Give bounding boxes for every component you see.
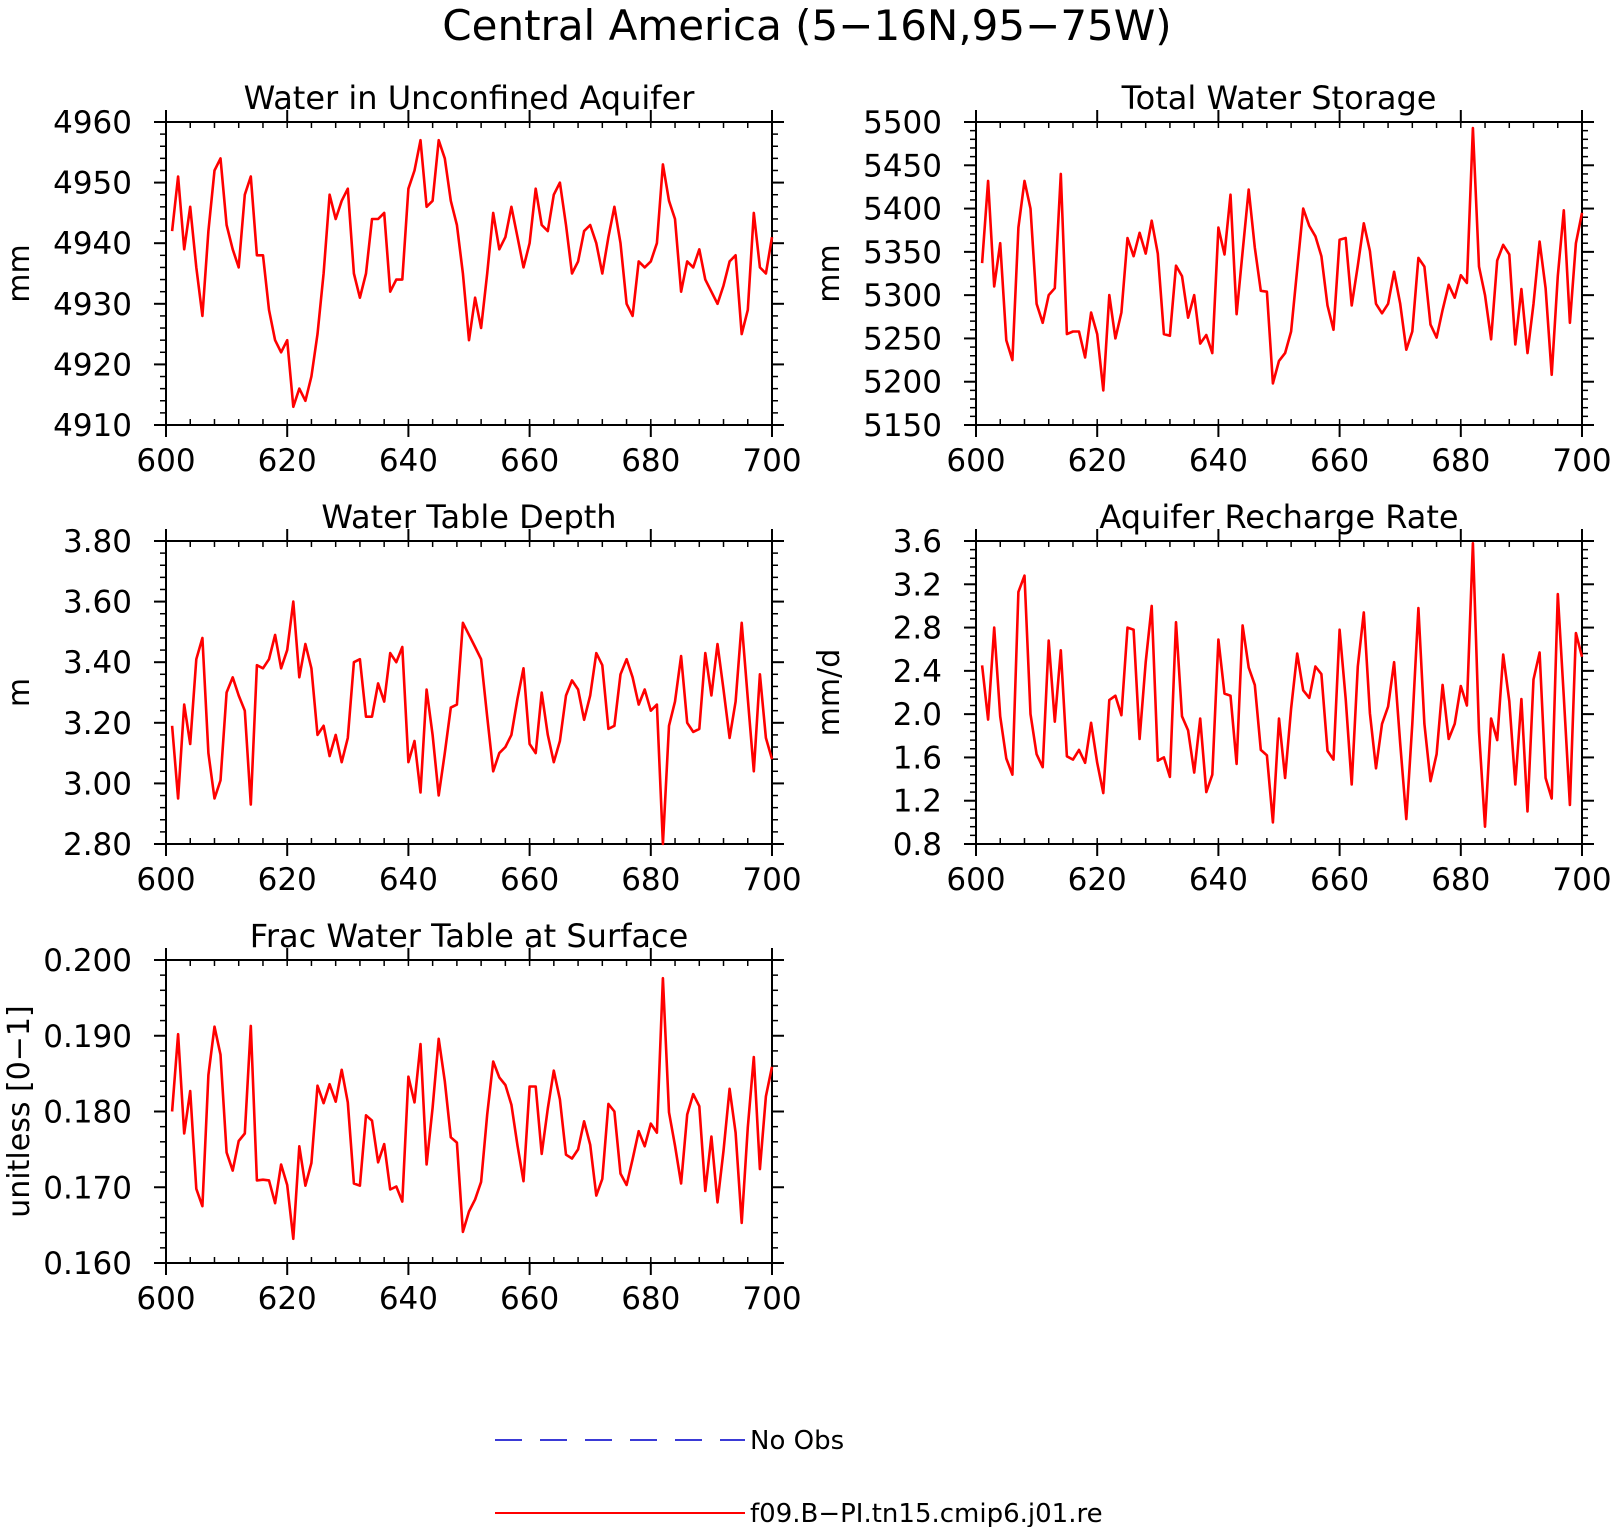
panel-4: Aquifer Recharge Rate 600 620 640 660 680 700 0… — [812, 498, 1612, 898]
y-axis-label: mm — [812, 244, 847, 302]
series-line — [170, 976, 774, 1241]
y-tick-label: 0.160 — [43, 1246, 132, 1282]
x-tick-label: 660 — [1310, 862, 1369, 898]
panel-title: Total Water Storage — [1121, 79, 1437, 117]
y-tick-label: 4920 — [53, 347, 132, 383]
y-tick-label: 5350 — [863, 235, 942, 271]
x-tick-label: 620 — [258, 1281, 317, 1317]
y-tick-label: 3.00 — [63, 766, 132, 802]
x-tick-label: 660 — [500, 443, 559, 479]
y-tick-label: 3.6 — [893, 524, 942, 560]
y-tick-label: 0.180 — [43, 1095, 132, 1131]
series-line — [980, 126, 1584, 392]
plot-frame — [165, 540, 773, 845]
x-tick-label: 600 — [136, 443, 195, 479]
x-tick-label: 700 — [1552, 443, 1611, 479]
y-axis-label: m — [2, 678, 37, 707]
x-tick-label: 620 — [258, 443, 317, 479]
y-axis-label: unitless [0−1] — [2, 1005, 37, 1217]
panel-1: Water in Unconfined Aquifer 600 620 640 660 6… — [2, 79, 802, 479]
y-tick-label: 1.2 — [893, 784, 942, 820]
x-tick-label: 700 — [1552, 862, 1611, 898]
x-tick-label: 680 — [621, 862, 680, 898]
x-tick-label: 680 — [1431, 443, 1490, 479]
x-tick-label: 680 — [1431, 862, 1490, 898]
legend: No Obs f09.B−PI.tn15.cmip6.j01.re — [495, 1426, 1103, 1527]
x-tick-label: 660 — [1310, 443, 1369, 479]
y-tick-label: 0.190 — [43, 1019, 132, 1055]
y-tick-label: 5450 — [863, 148, 942, 184]
x-tick-label: 620 — [1068, 862, 1127, 898]
y-tick-label: 2.4 — [893, 654, 942, 690]
panel-title: Frac Water Table at Surface — [250, 917, 689, 955]
y-tick-label: 3.20 — [63, 706, 132, 742]
y-tick-label: 0.200 — [43, 943, 132, 979]
y-tick-label: 3.60 — [63, 585, 132, 621]
panel-5: Frac Water Table at Surface 600 620 640 660 6… — [2, 917, 802, 1317]
x-tick-label: 620 — [258, 862, 317, 898]
y-axis-label: mm/d — [812, 649, 847, 737]
x-tick-label: 600 — [946, 862, 1005, 898]
legend-label: No Obs — [750, 1426, 844, 1456]
y-tick-label: 3.2 — [893, 567, 942, 603]
x-tick-label: 600 — [136, 1281, 195, 1317]
x-tick-label: 640 — [379, 443, 438, 479]
y-tick-label: 1.6 — [893, 740, 942, 776]
panel-2: Total Water Storage 600 620 640 660 680 700 515… — [812, 79, 1612, 479]
series-line — [170, 600, 774, 846]
x-tick-label: 660 — [500, 862, 559, 898]
y-tick-label: 4960 — [53, 105, 132, 141]
y-tick-label: 3.40 — [63, 645, 132, 681]
x-tick-label: 680 — [621, 443, 680, 479]
legend-label: f09.B−PI.tn15.cmip6.j01.re — [750, 1499, 1103, 1527]
y-tick-label: 5200 — [863, 365, 942, 401]
y-tick-label: 5500 — [863, 105, 942, 141]
panel-title: Aquifer Recharge Rate — [1099, 498, 1458, 536]
legend-entry-no-obs: No Obs — [495, 1426, 844, 1456]
x-tick-label: 640 — [379, 862, 438, 898]
y-axis-label: mm — [2, 244, 37, 302]
figure-title: Central America (5−16N,95−75W) — [442, 1, 1171, 50]
plot-frame — [975, 540, 1583, 845]
x-tick-label: 700 — [742, 862, 801, 898]
y-tick-label: 2.0 — [893, 697, 942, 733]
y-tick-label: 5250 — [863, 321, 942, 357]
y-tick-label: 2.8 — [893, 611, 942, 647]
y-tick-label: 5300 — [863, 278, 942, 314]
x-tick-label: 600 — [946, 443, 1005, 479]
x-tick-label: 640 — [1189, 443, 1248, 479]
series-line — [980, 541, 1584, 829]
y-tick-label: 4930 — [53, 287, 132, 323]
panel-title: Water in Unconfined Aquifer — [244, 79, 696, 117]
y-tick-label: 5150 — [863, 408, 942, 444]
x-tick-label: 680 — [621, 1281, 680, 1317]
x-tick-label: 700 — [742, 1281, 801, 1317]
y-tick-label: 5400 — [863, 192, 942, 228]
legend-entry-model-run: f09.B−PI.tn15.cmip6.j01.re — [495, 1499, 1103, 1527]
y-tick-label: 4950 — [53, 166, 132, 202]
y-tick-label: 3.80 — [63, 524, 132, 560]
y-tick-label: 0.170 — [43, 1170, 132, 1206]
y-tick-label: 2.80 — [63, 827, 132, 863]
series-line — [170, 138, 774, 409]
plot-frame — [165, 121, 773, 426]
panels: Water in Unconfined Aquifer 600 620 640 660 6… — [2, 79, 1612, 1317]
x-tick-label: 620 — [1068, 443, 1127, 479]
panel-3: Water Table Depth 600 620 640 660 680 700 2.80 3… — [2, 498, 802, 898]
y-tick-label: 4910 — [53, 408, 132, 444]
x-tick-label: 660 — [500, 1281, 559, 1317]
x-tick-label: 640 — [379, 1281, 438, 1317]
y-tick-label: 4940 — [53, 226, 132, 262]
y-tick-label: 0.8 — [893, 827, 942, 863]
panel-title: Water Table Depth — [321, 498, 616, 536]
plot-frame — [975, 121, 1583, 426]
x-tick-label: 600 — [136, 862, 195, 898]
plot-frame — [165, 959, 773, 1264]
x-tick-label: 700 — [742, 443, 801, 479]
x-tick-label: 640 — [1189, 862, 1248, 898]
